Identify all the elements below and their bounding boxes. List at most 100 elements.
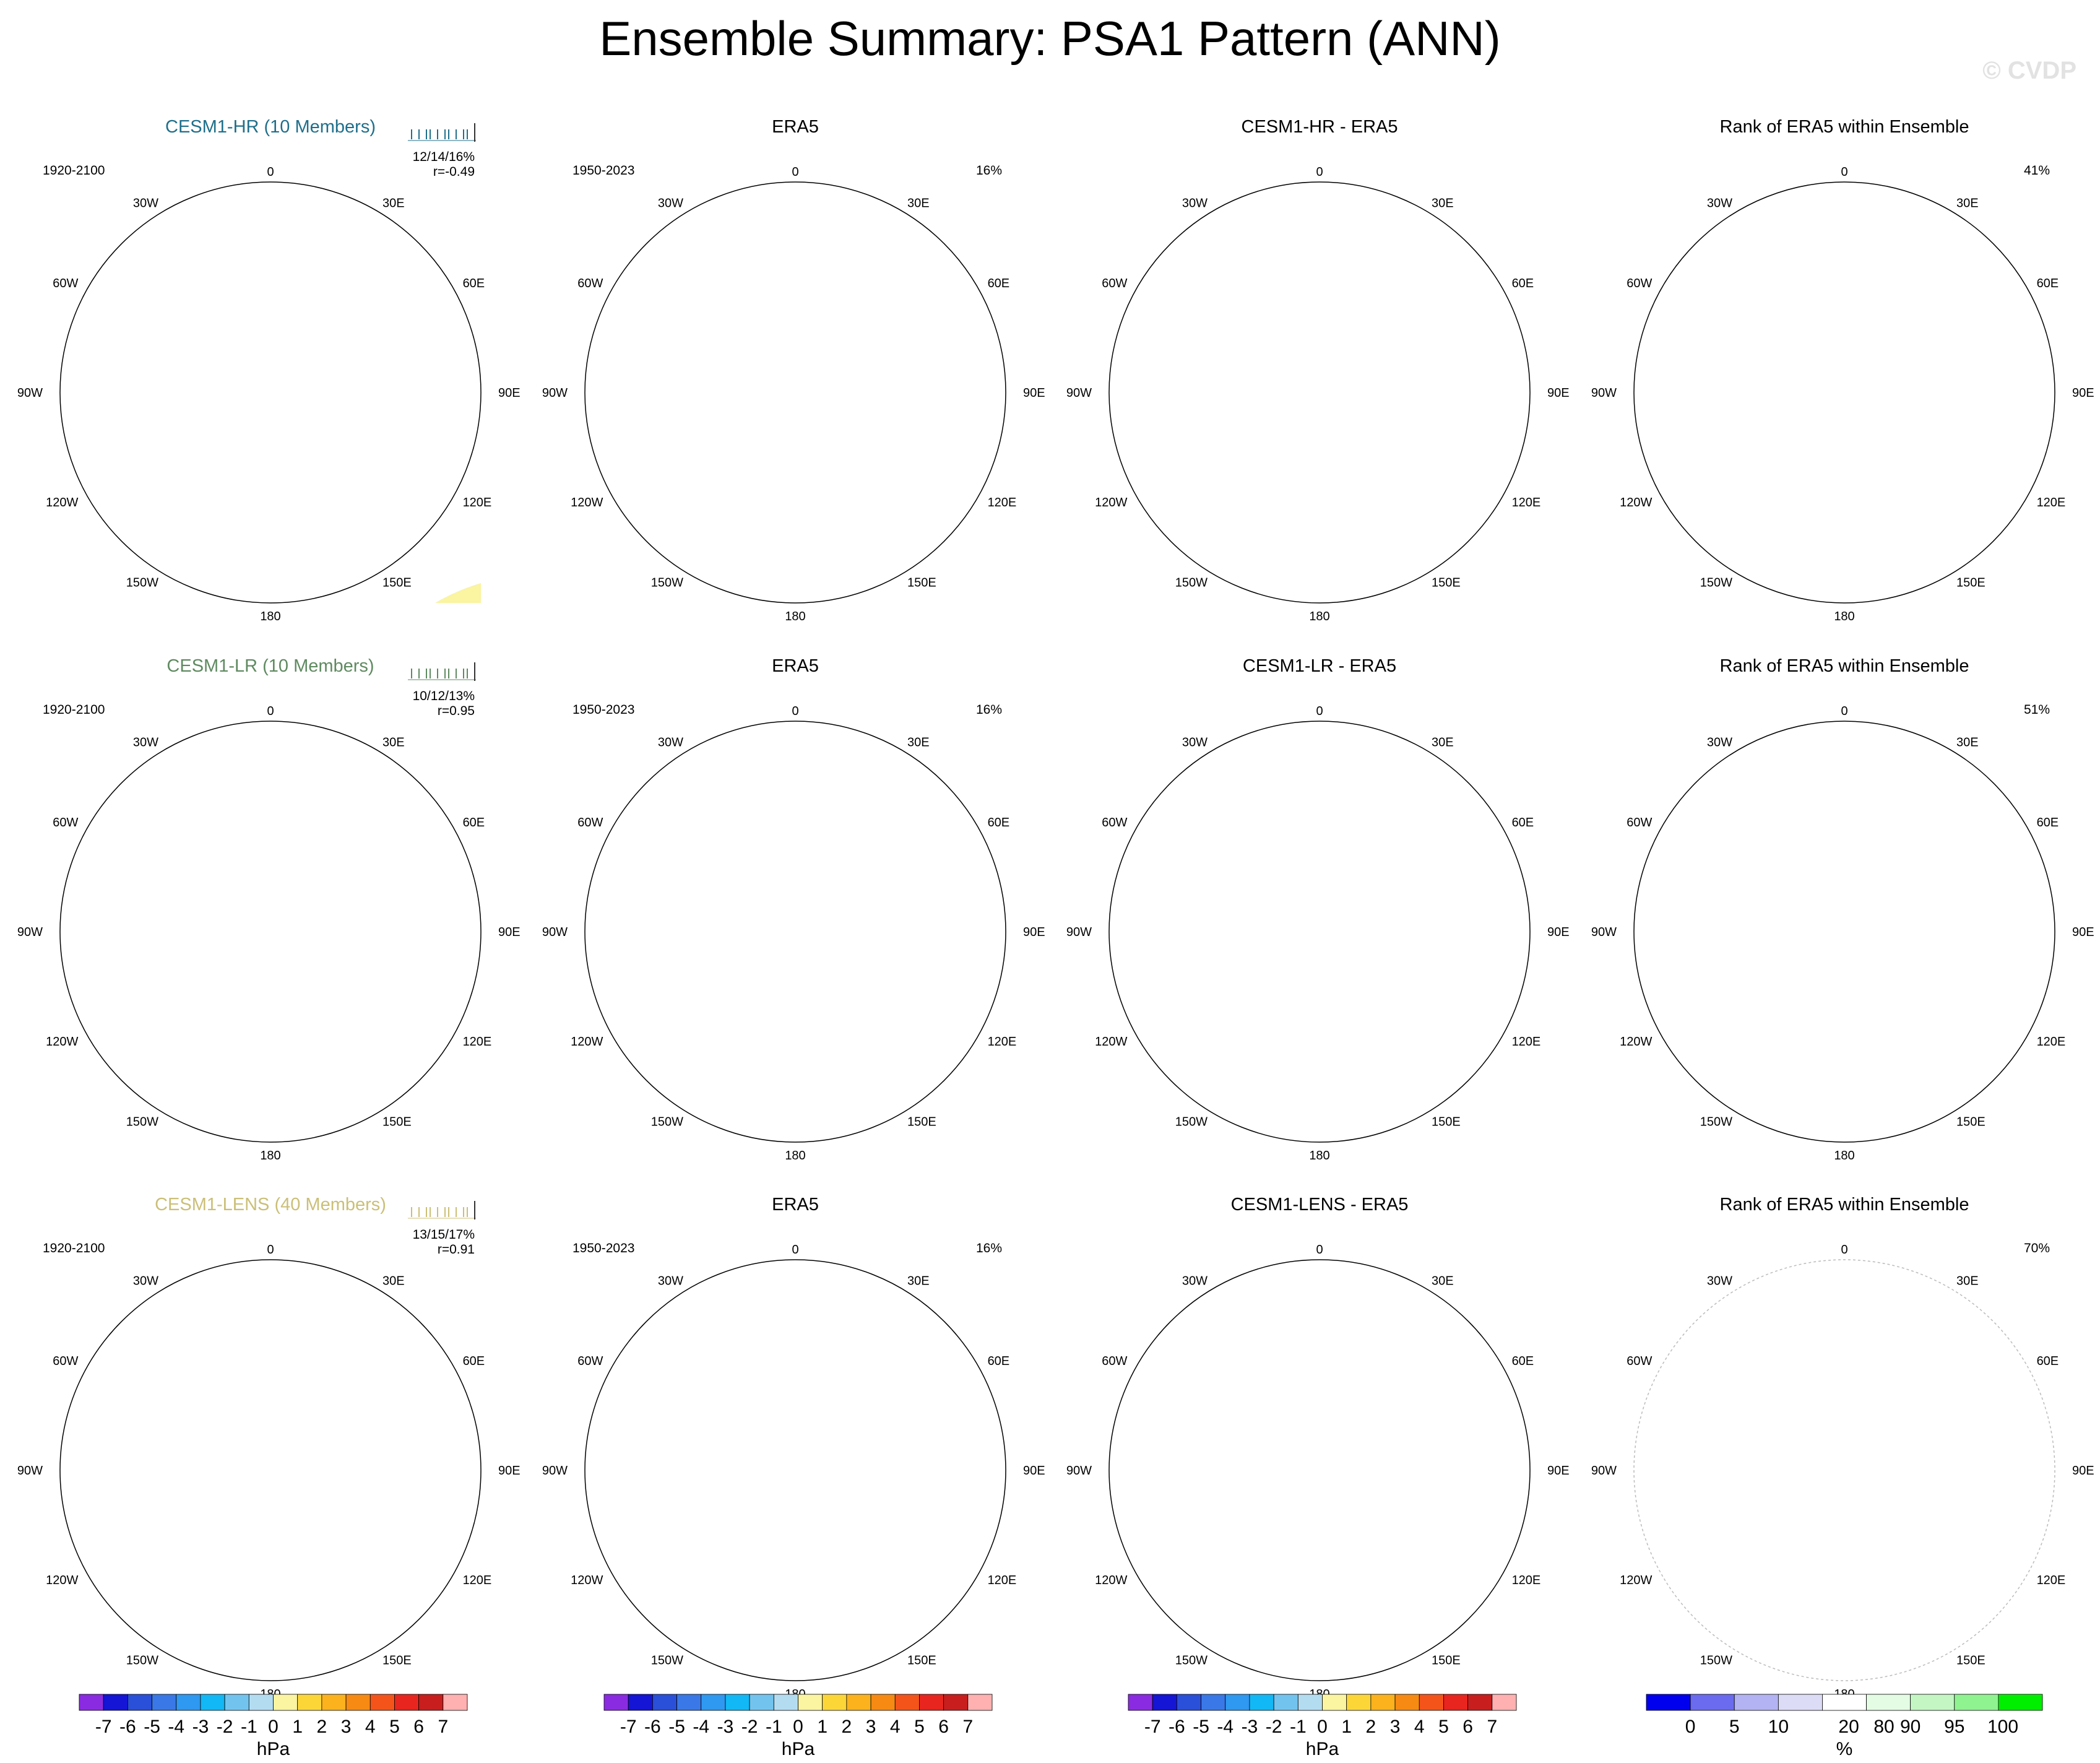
colorbar-tick-label: -6 [644,1717,661,1737]
colorbar-tick-label: -4 [1217,1717,1234,1737]
colorbar-swatch [1394,1694,1420,1711]
colorbar-tick-label: -4 [693,1717,709,1737]
lon-label-east: 150E [1956,576,1985,590]
colorbar-tick-label: 0 [793,1717,803,1737]
colorbar-tick-label: 2 [317,1717,327,1737]
colorbar-tick-label: 5 [914,1717,925,1737]
lon-label-west: 90W [1591,1464,1617,1478]
lon-label-180: 180 [1834,610,1854,623]
lon-label-east: 30E [1432,735,1454,749]
colorbar-swatch [725,1694,750,1711]
lon-label-west: 60W [1102,1354,1127,1368]
colorbar-swatch [1443,1694,1469,1711]
lon-label-east: 90E [1023,925,1045,939]
colorbar-swatch [749,1694,774,1711]
lon-label-east: 120E [1512,1574,1541,1587]
lon-label-east: 120E [2037,1574,2066,1587]
colorbar-tick-label: -6 [119,1717,136,1737]
lon-label-0: 0 [1841,704,1847,718]
colorbar-swatch [652,1694,677,1711]
colorbar-tick-label: 7 [438,1717,448,1737]
colorbar-tick-label: 5 [389,1717,400,1737]
member-spread-glyph [408,662,476,681]
colorbar-tick-label: -2 [217,1717,233,1737]
colorbar-swatch [273,1694,298,1711]
colorbar-tick-label: 4 [365,1717,376,1737]
lon-label-west: 150W [651,1115,683,1129]
lon-label-east: 90E [498,925,521,939]
lon-label-west: 30W [1182,735,1208,749]
obs-map-row0: 0 180 30W 30E 60W 60E 90W 90E 120W 120E 150W 150E [542,165,1045,623]
lon-label-180: 180 [260,1149,280,1163]
lon-label-west: 150W [1700,576,1732,590]
colorbar-swatch [1910,1694,1955,1711]
lon-label-east: 60E [2037,277,2059,290]
obs-period: 1950-2023 [573,1241,635,1255]
colorbar-tick-label: 5 [1729,1717,1740,1737]
lon-label-west: 30W [1707,1274,1732,1288]
lon-label-east: 120E [1512,496,1541,509]
lon-label-east: 60E [2037,816,2059,830]
model-period: 1920-2100 [43,1241,105,1255]
rank-pct: 41% [2024,163,2050,178]
lon-label-east: 30E [1956,1274,1979,1288]
lon-label-east: 30E [382,196,405,210]
model-map-row1: 0 180 30W 30E 60W 60E 90W 90E 120W 120E 150W 150E [17,704,521,1163]
lon-label-west: 30W [658,1274,683,1288]
lon-label-west: 120W [1095,496,1127,509]
lon-label-west: 30W [658,196,683,210]
colorbar-tick-label: 1 [292,1717,303,1737]
lon-label-0: 0 [792,1243,798,1257]
lon-label-east: 120E [988,1035,1017,1049]
colorbar-swatch [701,1694,726,1711]
colorbar-tick-label: 1 [1341,1717,1352,1737]
colorbar-tick-label: 0 [1685,1717,1696,1737]
lon-label-east: 150E [907,576,936,590]
rank-pct: 70% [2024,1241,2050,1255]
lon-label-west: 150W [126,1115,158,1129]
colorbar-tick-label: -1 [1290,1717,1307,1737]
lon-label-east: 150E [1956,1115,1985,1129]
lon-label-east: 90E [1547,1464,1570,1478]
colorbar-swatch [200,1694,225,1711]
colorbar-swatch [603,1694,629,1711]
colorbar-swatch [1419,1694,1444,1711]
obs-title: ERA5 [772,656,819,676]
lon-label-east: 90E [2072,1464,2094,1478]
colorbar-swatch [1322,1694,1347,1711]
colorbar-tick-label: 7 [1487,1717,1497,1737]
lon-label-east: 120E [988,496,1017,509]
colorbar-swatch [1176,1694,1201,1711]
model-r: r=0.91 [437,1242,475,1257]
lon-label-west: 60W [1102,816,1127,830]
lon-label-0: 0 [1316,1243,1323,1257]
lon-label-east: 150E [1432,1654,1461,1668]
lon-label-east: 90E [1023,1464,1045,1478]
colorbar-tick-label: -7 [1144,1717,1161,1737]
lon-label-east: 150E [382,576,412,590]
lon-label-east: 60E [988,816,1010,830]
lon-label-east: 150E [382,1654,412,1668]
lon-label-east: 30E [1956,735,1979,749]
lon-label-west: 150W [1700,1654,1732,1668]
lon-label-east: 60E [1512,1354,1534,1368]
lon-label-180: 180 [1834,1149,1854,1163]
lon-label-east: 150E [907,1654,936,1668]
lon-label-west: 30W [1707,735,1732,749]
watermark: © CVDP [1982,57,2076,84]
colorbar-tick-label: -7 [95,1717,112,1737]
member-spread-glyph [408,1201,476,1219]
obs-pct: 16% [976,1241,1003,1255]
colorbar-swatch [1954,1694,1999,1711]
colorbar-swatch [297,1694,322,1711]
lon-label-west: 150W [126,576,158,590]
colorbar-tick-label: 90 [1900,1717,1921,1737]
colorbar-tick-label: 2 [1366,1717,1376,1737]
lon-label-east: 150E [1432,576,1461,590]
lon-label-west: 60W [1102,277,1127,290]
lon-label-180: 180 [1309,610,1329,623]
model-pct: 13/15/17% [412,1228,475,1242]
lon-label-west: 120W [1620,1035,1652,1049]
colorbar-tick-label: 100 [1987,1717,2018,1737]
obs-pct: 16% [976,703,1003,717]
